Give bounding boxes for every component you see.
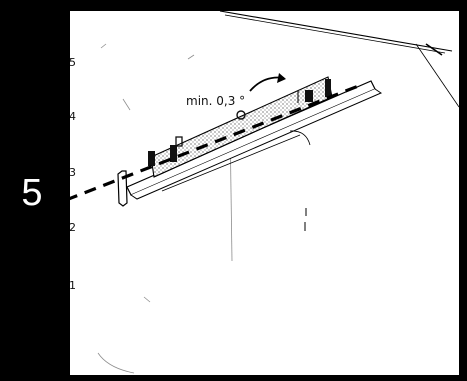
step-number: 5	[21, 172, 43, 214]
level-mark-5: 5	[70, 56, 76, 69]
spirit-level-icon	[148, 76, 333, 178]
diagram-svg: 5 4 3 2 1	[70, 11, 459, 374]
level-scale: 5 4 3 2 1	[70, 56, 76, 292]
bracket-left	[117, 170, 128, 207]
curved-arrow-icon	[249, 73, 286, 92]
angle-label: min. 0,3 °	[186, 94, 245, 108]
level-mark-2: 2	[70, 221, 76, 234]
level-mark-3: 3	[70, 166, 76, 179]
appliance-rail	[117, 80, 383, 207]
level-reference-line	[70, 83, 362, 201]
installation-illustration: 5 4 3 2 1	[70, 11, 459, 375]
level-mark-4: 4	[70, 110, 76, 123]
worktop-edge	[219, 11, 459, 108]
level-mark-1: 1	[70, 279, 76, 292]
rail-details	[297, 91, 307, 231]
step-panel: 5	[0, 0, 70, 381]
